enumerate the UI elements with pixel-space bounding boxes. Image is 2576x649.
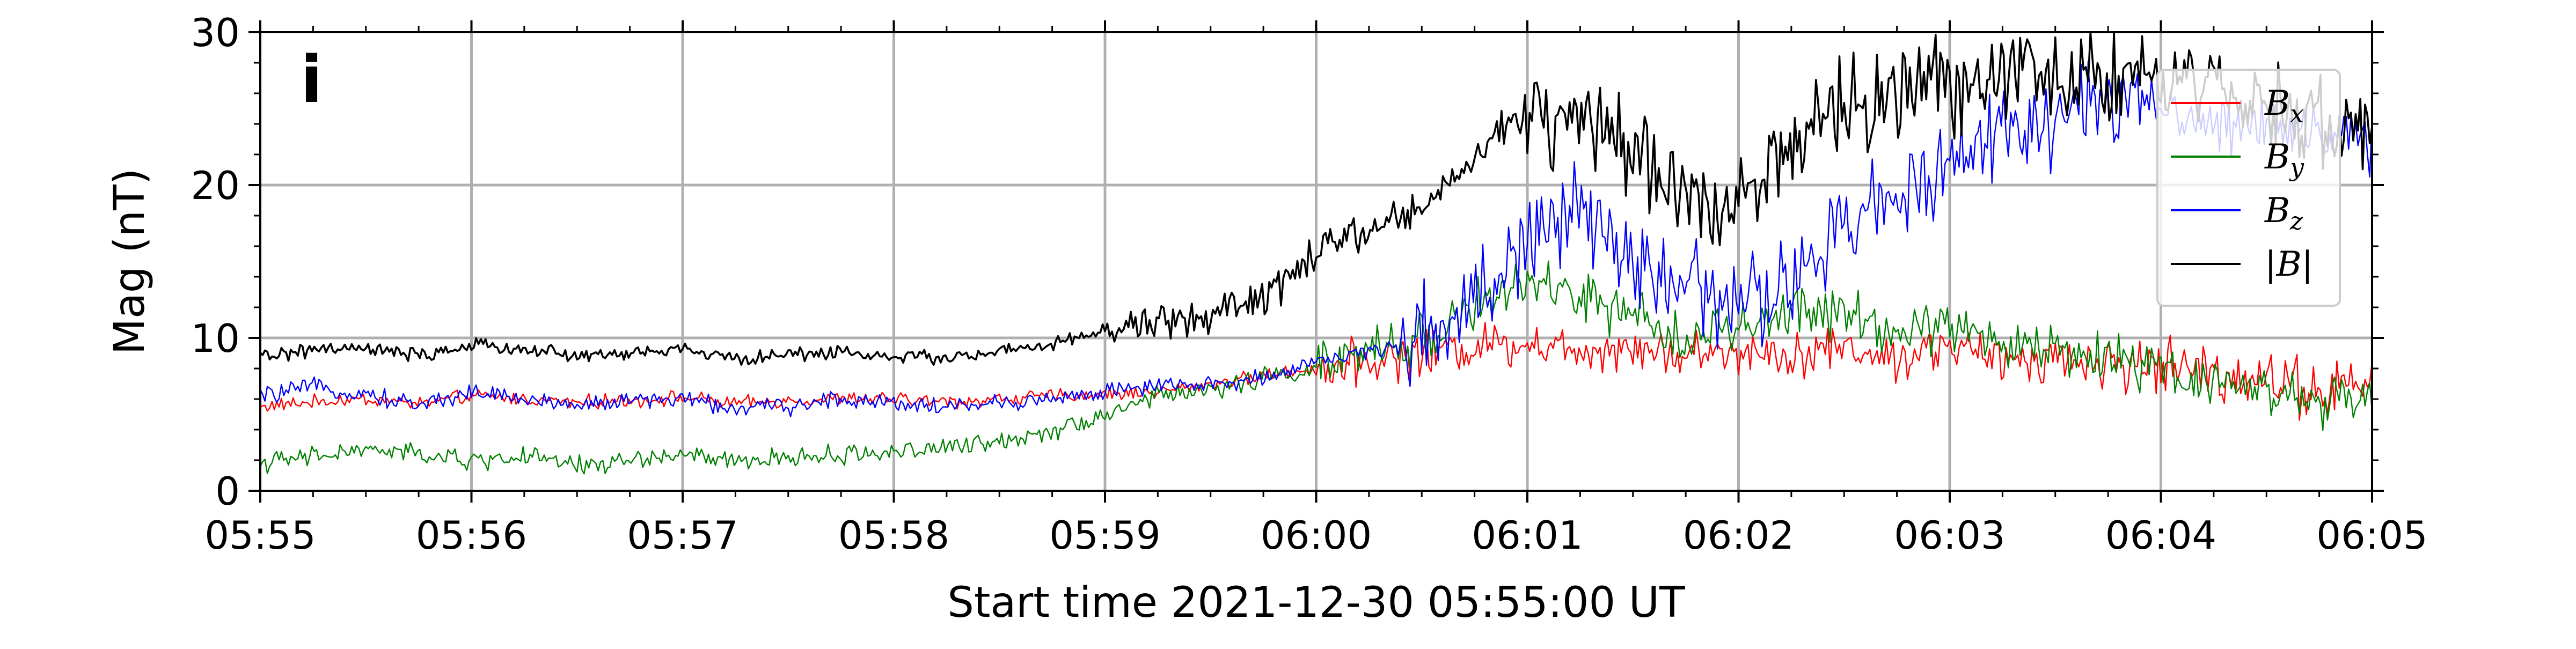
x-tick-label: 06:03 <box>1894 513 2006 558</box>
x-tick-label: 05:59 <box>1049 513 1161 558</box>
y-tick-label: 10 <box>191 316 240 361</box>
x-tick-label: 06:02 <box>1683 513 1795 558</box>
y-tick-label: 0 <box>215 469 240 514</box>
x-tick-label: 06:04 <box>2105 513 2217 558</box>
x-tick-label: 05:57 <box>627 513 738 558</box>
x-tick-label: 06:01 <box>1472 513 1583 558</box>
panel-label: i <box>301 43 323 117</box>
x-tick-label: 06:00 <box>1261 513 1372 558</box>
x-axis-label: Start time 2021-12-30 05:55:00 UT <box>947 579 1685 627</box>
legend-label: |B| <box>2265 245 2313 284</box>
x-tick-label: 05:56 <box>416 513 528 558</box>
x-tick-label: 05:58 <box>838 513 950 558</box>
x-tick-label: 06:05 <box>2316 513 2428 558</box>
x-tick-label: 05:55 <box>204 513 316 558</box>
y-axis-label: Mag (nT) <box>106 168 154 355</box>
y-tick-label: 20 <box>191 163 240 208</box>
y-tick-label: 30 <box>191 10 240 55</box>
